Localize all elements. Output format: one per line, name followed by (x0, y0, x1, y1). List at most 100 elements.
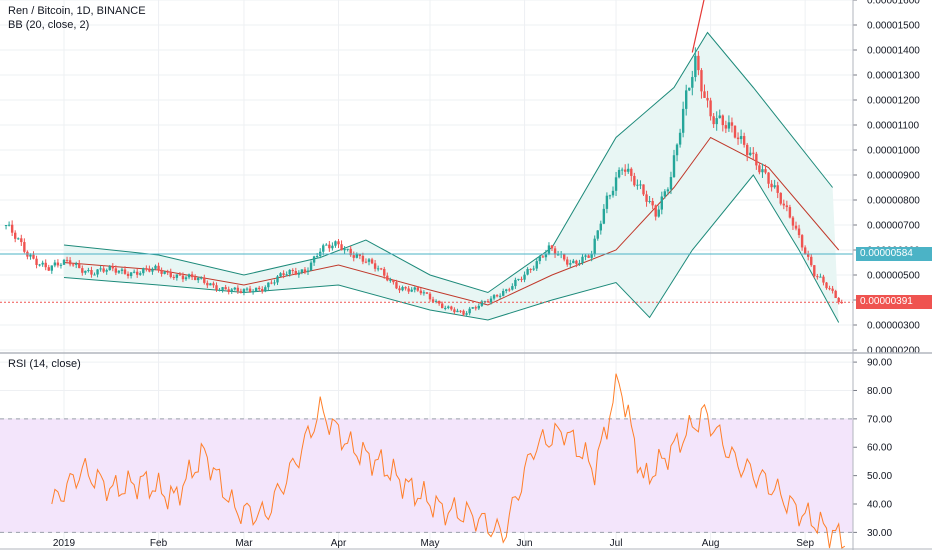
candle-body (660, 196, 663, 210)
candle-body (739, 136, 743, 140)
candle-body (117, 270, 121, 273)
last-price-badge: 0.00000391 (856, 295, 932, 310)
candle-body (383, 268, 386, 276)
candle-body (151, 268, 154, 272)
candle-body (807, 254, 810, 257)
time-tick-label: Feb (150, 538, 168, 549)
bb-fill (64, 32, 839, 323)
candle-body (437, 300, 441, 304)
candle-body (346, 248, 349, 250)
candle-body (404, 287, 407, 289)
candle-body (340, 244, 343, 251)
price-tick-label: 0.00000200 (867, 346, 920, 357)
candle-body (803, 247, 807, 255)
candle-body (68, 260, 72, 265)
candle-body (227, 289, 230, 293)
candle-body (529, 269, 532, 271)
candle-body (236, 287, 240, 292)
time-tick-label: Jul (610, 538, 623, 549)
candle-body (419, 290, 423, 294)
candle-body (4, 225, 8, 226)
bb-legend[interactable]: BB (20, close, 2) (8, 19, 90, 31)
candle-body (398, 288, 401, 291)
candle-body (770, 183, 773, 188)
candle-body (273, 282, 276, 284)
candle-body (169, 271, 172, 277)
candle-body (535, 261, 538, 269)
candle-body (315, 256, 319, 258)
candle-body (389, 279, 392, 281)
candle-body (556, 254, 560, 256)
candle-body (532, 268, 535, 270)
candle-body (328, 244, 331, 249)
candle-body (773, 185, 776, 188)
candle-body (715, 118, 718, 125)
candle-body (624, 169, 627, 172)
candle-body (239, 291, 243, 293)
candle-body (642, 184, 645, 195)
candle-body (712, 116, 715, 125)
candle-body (20, 238, 23, 243)
candle-body (108, 266, 111, 271)
price-tick-label: 0.00000500 (867, 271, 920, 282)
candle-body (526, 269, 529, 275)
candle-body (819, 276, 822, 278)
candle-body (645, 194, 648, 202)
candle-body (81, 268, 84, 273)
candle-body (816, 276, 819, 278)
candle-body (596, 230, 599, 239)
rsi-legend[interactable]: RSI (14, close) (8, 358, 81, 370)
candle-body (627, 168, 630, 172)
candle-body (120, 269, 124, 271)
candle-body (364, 261, 368, 263)
candle-body (139, 273, 142, 275)
candle-body (590, 254, 593, 258)
candle-body (187, 274, 191, 278)
candle-body (47, 267, 50, 271)
candle-body (248, 288, 252, 292)
candle-body (520, 278, 523, 280)
candle-body (123, 269, 127, 274)
candle-body (200, 277, 203, 279)
candle-body (163, 271, 166, 274)
candle-body (29, 254, 32, 257)
candle-body (367, 259, 371, 262)
candle-body (666, 189, 670, 192)
candle-body (38, 264, 41, 266)
candle-body (614, 177, 618, 191)
price-tick-label: 0.00000900 (867, 171, 920, 182)
candle-body (142, 268, 145, 274)
candle-body (62, 259, 66, 265)
rsi-tick-label: 80.00 (867, 386, 892, 397)
candle-body (7, 224, 11, 226)
candle-body (605, 195, 609, 209)
candle-body (636, 184, 639, 186)
candle-body (697, 55, 700, 71)
candle-body (300, 269, 304, 273)
candle-body (468, 308, 471, 314)
candle-body (749, 152, 752, 156)
candle-body (593, 238, 596, 255)
candle-body (587, 255, 590, 258)
candle-body (218, 289, 221, 291)
candle-body (416, 287, 419, 291)
candle-body (721, 115, 724, 126)
candle-body (480, 301, 484, 306)
candle-body (733, 125, 737, 138)
candle-body (578, 262, 581, 264)
rsi-tick-label: 90.00 (867, 358, 892, 369)
symbol-legend[interactable]: Ren / Bitcoin, 1D, BINANCE (8, 5, 146, 17)
candle-body (456, 310, 459, 313)
candle-body (99, 268, 102, 270)
candle-body (209, 283, 212, 286)
price-tick-label: 0.00001600 (867, 0, 920, 7)
candle-body (572, 260, 575, 264)
candle-body (758, 165, 761, 173)
price-tick-label: 0.00000700 (867, 221, 920, 232)
candle-body (261, 289, 264, 292)
time-tick-label: Jun (516, 538, 532, 549)
price-tick-label: 0.00001100 (867, 121, 920, 132)
candle-body (306, 270, 310, 273)
candle-body (17, 238, 20, 240)
